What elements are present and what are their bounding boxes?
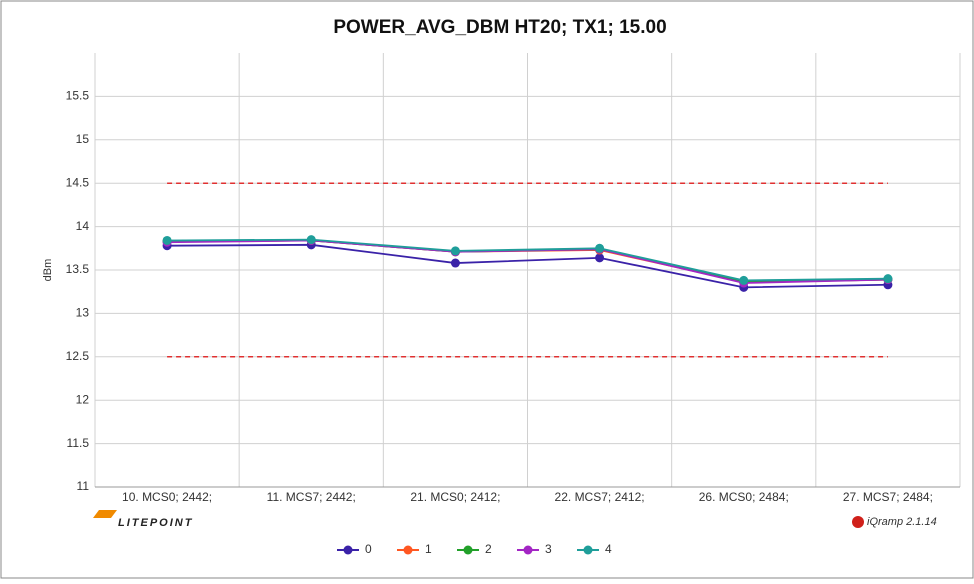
legend-swatch <box>523 545 533 555</box>
y-tick-label: 11.5 <box>67 436 90 450</box>
y-tick-label: 12.5 <box>66 349 90 363</box>
brand-logo <box>93 510 117 518</box>
y-tick-label: 15.5 <box>66 89 90 103</box>
series-line <box>167 243 888 289</box>
legend-label: 4 <box>605 542 612 556</box>
chart-title: POWER_AVG_DBM HT20; TX1; 15.00 <box>333 17 666 38</box>
legend-label: 1 <box>425 542 432 556</box>
legend-swatch <box>343 545 353 555</box>
point <box>739 275 749 285</box>
y-axis-label: dBm <box>42 259 54 282</box>
y-tick-label: 11 <box>77 479 90 493</box>
y-tick-label: 13.5 <box>66 262 90 276</box>
legend-label: 3 <box>545 542 552 556</box>
legend-swatch <box>463 545 473 555</box>
point <box>595 253 605 263</box>
point <box>595 243 605 253</box>
legend-swatch <box>403 545 413 555</box>
y-tick-label: 14.5 <box>66 175 90 189</box>
brand-left: LITEPOINT <box>118 517 193 529</box>
y-tick-label: 12 <box>76 392 90 406</box>
y-tick-label: 14 <box>76 219 90 233</box>
x-tick-label: 26. MCS0; 2484; <box>699 490 789 504</box>
x-tick-label: 27. MCS7; 2484; <box>843 490 933 504</box>
point <box>883 274 893 284</box>
legend-label: 0 <box>365 542 372 556</box>
x-tick-label: 11. MCS7; 2442; <box>267 490 356 504</box>
point <box>162 235 172 245</box>
x-tick-label: 21. MCS0; 2412; <box>410 490 500 504</box>
brand-logo <box>852 516 864 528</box>
point <box>450 258 460 268</box>
y-tick-label: 13 <box>76 306 90 320</box>
brand-right: iQramp 2.1.14 <box>867 516 937 528</box>
series-line <box>167 238 888 282</box>
legend-swatch <box>583 545 593 555</box>
point <box>306 235 316 245</box>
legend-label: 2 <box>485 542 492 556</box>
point <box>450 246 460 256</box>
x-tick-label: 22. MCS7; 2412; <box>555 490 645 504</box>
x-tick-label: 10. MCS0; 2442; <box>122 490 212 504</box>
y-tick-label: 15 <box>76 132 90 146</box>
